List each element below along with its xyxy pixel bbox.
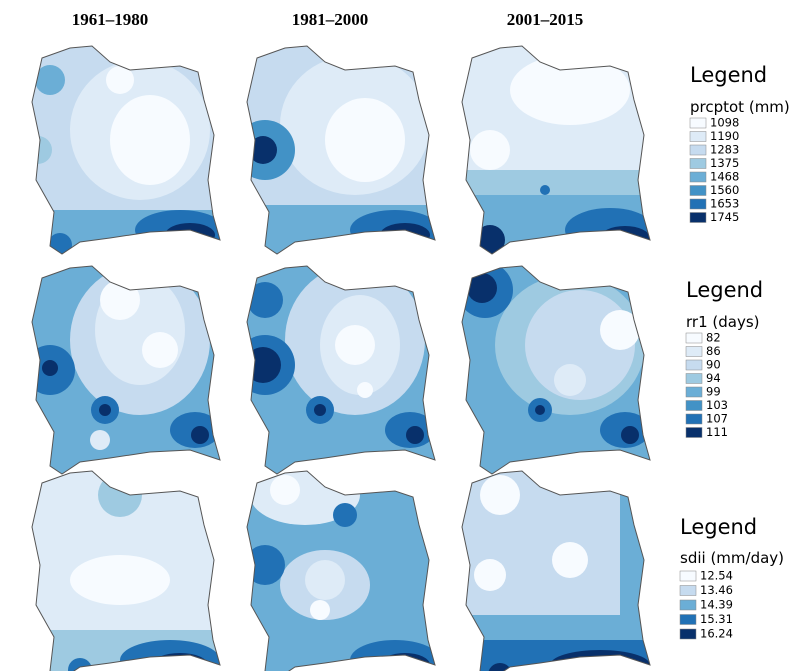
column-header: 1981–2000 <box>292 10 369 29</box>
legend-item: 1745 <box>710 210 739 224</box>
legend-swatch <box>685 427 703 438</box>
legend-swatch <box>685 400 703 411</box>
legend-item: 90 <box>706 358 721 372</box>
legend-swatch <box>679 628 697 640</box>
legend-item: 13.46 <box>700 583 733 597</box>
legend-swatch <box>679 585 697 596</box>
legend-swatch <box>685 413 703 425</box>
legend-swatch <box>679 614 697 625</box>
legend-swatch <box>679 599 697 611</box>
legend-item: 86 <box>706 344 721 358</box>
legend-item: 1653 <box>710 197 739 211</box>
legend-item: 107 <box>706 412 728 426</box>
legend-heading: Legend <box>690 63 767 87</box>
legend-swatch <box>679 570 697 582</box>
legend-item: 1468 <box>710 170 739 184</box>
legend-swatch <box>685 346 703 357</box>
legend-swatch <box>685 386 703 398</box>
legend-item: 12.54 <box>700 569 733 583</box>
map-panel <box>461 45 651 255</box>
legend-item: 111 <box>706 425 728 439</box>
map-panel <box>31 45 221 255</box>
legend-swatch <box>685 359 703 371</box>
legend-swatch <box>685 373 703 384</box>
legend-item: 1283 <box>710 143 739 157</box>
legend-variable: prcptot (mm) <box>690 98 790 116</box>
legend-variable: sdii (mm/day) <box>680 549 784 567</box>
map-panel <box>461 470 651 671</box>
map-panel <box>461 265 651 475</box>
legend-item: 94 <box>706 371 721 385</box>
legend-swatch <box>689 117 707 129</box>
legend-swatch <box>689 185 707 196</box>
map-panel <box>246 265 436 475</box>
legend-item: 1560 <box>710 183 739 197</box>
legend-item: 103 <box>706 398 728 412</box>
column-header: 2001–2015 <box>507 10 584 29</box>
column-header: 1961–1980 <box>72 10 149 29</box>
legend-item: 1375 <box>710 156 739 170</box>
legend-swatch <box>689 171 707 183</box>
legend-swatch <box>689 198 707 210</box>
legend-variable: rr1 (days) <box>686 313 760 331</box>
legend-swatch <box>689 158 707 169</box>
legend-item: 14.39 <box>700 598 733 612</box>
legend-item: 16.24 <box>700 627 733 641</box>
legend-swatch <box>689 212 707 223</box>
legend-item: 1098 <box>710 116 739 130</box>
map-panel <box>31 470 221 671</box>
legend-item: 99 <box>706 385 721 399</box>
legend-swatch <box>689 144 707 156</box>
legend-item: 82 <box>706 331 721 345</box>
map-panel <box>31 265 221 475</box>
legend-heading: Legend <box>680 515 757 539</box>
legend-item: 1190 <box>710 129 739 143</box>
legend-swatch <box>689 131 707 142</box>
map-panel <box>246 470 436 671</box>
legend-item: 15.31 <box>700 612 733 626</box>
legend-heading: Legend <box>686 278 763 302</box>
map-panel <box>246 45 436 255</box>
legend-swatch <box>685 332 703 344</box>
